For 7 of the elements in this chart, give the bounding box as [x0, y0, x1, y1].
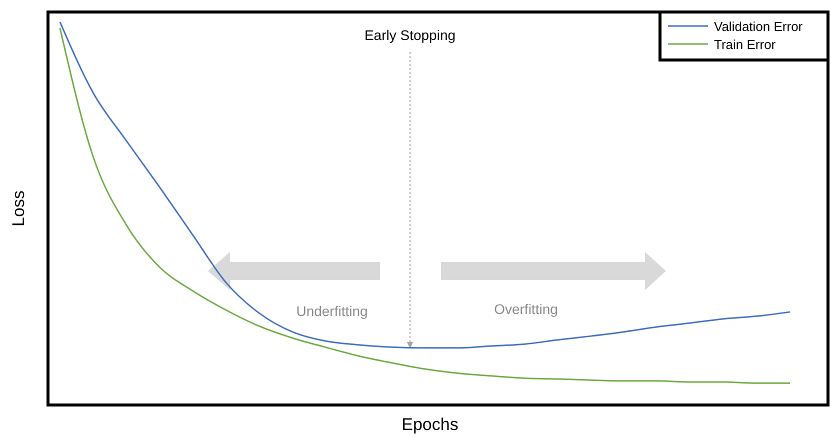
annotation: Early Stopping — [364, 27, 456, 43]
legend-label: Validation Error — [714, 19, 804, 34]
annotation: Underfitting — [296, 303, 368, 319]
annotation: Overfitting — [494, 301, 558, 317]
legend-label: Train Error — [714, 37, 776, 52]
x-axis-title: Epochs — [402, 415, 458, 434]
y-axis-title: Loss — [9, 190, 28, 226]
